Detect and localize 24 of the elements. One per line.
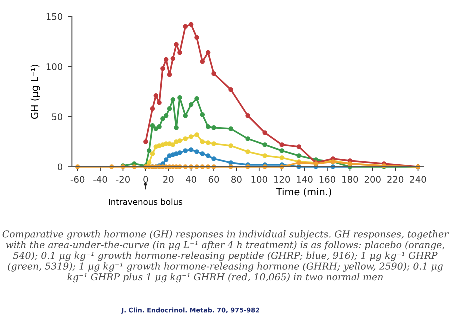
x-tick-label: 120 — [274, 176, 290, 184]
x-tick-label: -40 — [94, 176, 108, 184]
x-tick-label: 160 — [320, 176, 336, 184]
x-tick-label: 20 — [164, 176, 174, 184]
x-axis-title: Time (min.) — [276, 188, 332, 197]
y-tick-label: 150 — [46, 13, 63, 20]
y-axis-title: GH (μg L⁻¹) — [30, 64, 40, 120]
x-tick-label: 140 — [297, 176, 313, 184]
x-tick-label: 60 — [208, 176, 220, 184]
x-tick-label: 0 — [144, 176, 148, 184]
text: Comparative growth hormone (GH) responses in individual subjects. GH responses, together with the area-under-the-curve (in μg L⁻¹ after 4 h treatment) is as follows: placebo (orange, 540); 0.1 μg kg⁻¹ growth hormone-releasing peptide (GHRP; blue, 916); 1 μg kg⁻¹ GHRP (green, 5319); 1 μg kg⁻¹ growth hormone-releasing hormone (GHRH; yellow, 2590); 0.1 μg kg⁻¹ GHRP plus 1 μg kg⁻¹ GHRH (red, 10,065) in two normal men — [2, 230, 450, 283]
x-tick-label: 220 — [388, 176, 404, 184]
y-tick-label: 100 — [46, 64, 63, 70]
x-tick-label: 80 — [232, 176, 242, 184]
y-tick-label: 50 — [52, 114, 63, 120]
y-tick-label: 0 — [58, 164, 63, 171]
x-tick-label: 180 — [342, 176, 358, 184]
x-tick-label: 100 — [252, 176, 268, 184]
x-tick-label: 240 — [410, 176, 426, 184]
x-tick-label: -60 — [70, 176, 85, 184]
text: Intravenous bolus — [109, 198, 183, 206]
x-tick-label: 40 — [186, 176, 196, 184]
x-tick-label: -20 — [116, 176, 130, 184]
x-tick-label: 200 — [364, 176, 381, 184]
